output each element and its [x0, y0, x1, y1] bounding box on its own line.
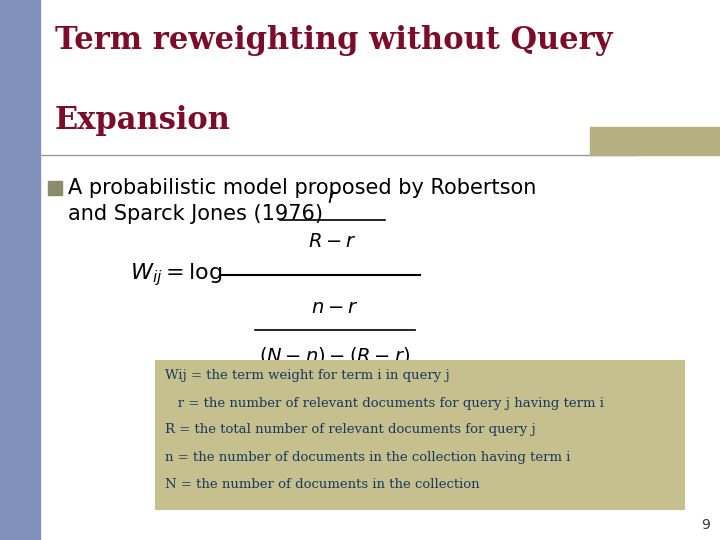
FancyBboxPatch shape	[155, 360, 685, 510]
Text: A probabilistic model proposed by Robertson: A probabilistic model proposed by Robert…	[68, 178, 536, 198]
Text: $R-r$: $R-r$	[308, 233, 356, 251]
Text: r = the number of relevant documents for query j having term i: r = the number of relevant documents for…	[165, 396, 604, 409]
Text: $(N-n)-(R-r)$: $(N-n)-(R-r)$	[259, 345, 410, 366]
Text: n = the number of documents in the collection having term i: n = the number of documents in the colle…	[165, 450, 570, 463]
Text: Expansion: Expansion	[55, 105, 231, 136]
Text: $n-r$: $n-r$	[311, 299, 359, 317]
Text: $W_{ij}=\log$: $W_{ij}=\log$	[130, 261, 222, 288]
Bar	[48, 181, 62, 195]
Text: N = the number of documents in the collection: N = the number of documents in the colle…	[165, 477, 480, 490]
Bar	[590, 127, 720, 155]
Text: R = the total number of relevant documents for query j: R = the total number of relevant documen…	[165, 423, 536, 436]
Text: and Sparck Jones (1976): and Sparck Jones (1976)	[68, 204, 323, 224]
Text: Term reweighting without Query: Term reweighting without Query	[55, 24, 613, 56]
Text: 9: 9	[701, 518, 710, 532]
Bar	[0, 0, 40, 540]
Text: $r$: $r$	[327, 189, 338, 207]
Text: Wij = the term weight for term i in query j: Wij = the term weight for term i in quer…	[165, 369, 450, 382]
